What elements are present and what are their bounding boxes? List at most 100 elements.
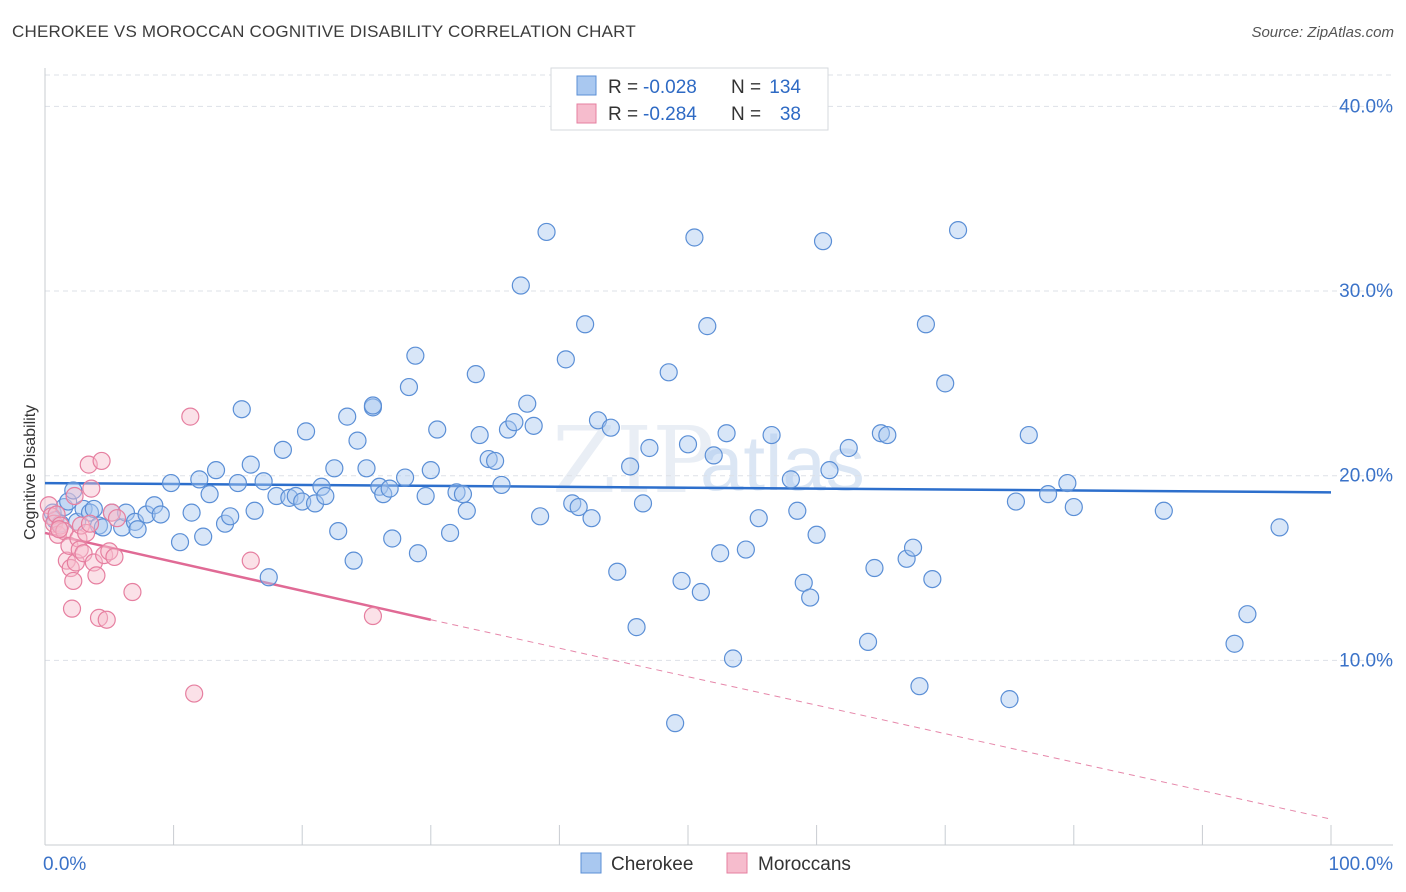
cherokee-point-107 xyxy=(801,588,820,607)
legend: R = -0.028 N = 134 R = -0.284 N = 38 xyxy=(550,67,829,131)
cherokee-point-99 xyxy=(717,424,736,443)
cherokee-point-87 xyxy=(627,618,646,637)
cherokee-point-30 xyxy=(232,400,251,419)
legend-r-label-cherokee: R = xyxy=(608,77,638,98)
moroccan-point-21 xyxy=(82,479,101,498)
cherokee-point-104 xyxy=(781,470,800,489)
cherokee-point-40 xyxy=(296,422,316,441)
cherokee-point-44 xyxy=(325,459,344,478)
x-tick-label-start: 0.0% xyxy=(43,854,86,875)
cherokee-point-65 xyxy=(457,501,476,520)
cherokee-point-25 xyxy=(200,485,219,504)
watermark: ZIP atlas xyxy=(552,407,865,514)
cherokee-point-57 xyxy=(406,346,425,365)
cherokee-point-69 xyxy=(486,451,505,471)
cherokee-point-64 xyxy=(453,485,473,504)
cherokee-point-101 xyxy=(736,540,755,559)
cherokee-point-56 xyxy=(399,377,419,397)
moroccan-point-35 xyxy=(241,551,260,570)
legend-swatch-moroccan xyxy=(576,103,597,124)
cherokee-point-55 xyxy=(395,468,415,487)
cherokee-point-28 xyxy=(221,507,240,526)
cherokee-point-118 xyxy=(910,677,929,696)
cherokee-point-86 xyxy=(621,457,640,476)
bottom-legend: Cherokee Moroccans xyxy=(580,852,851,875)
cherokee-point-97 xyxy=(704,446,723,465)
cherokee-point-53 xyxy=(380,479,399,498)
moroccan-point-36 xyxy=(363,606,383,626)
trend-line-moroccan-extension xyxy=(430,619,1332,820)
moroccan-point-23 xyxy=(87,566,106,585)
cherokee-point-24 xyxy=(194,527,213,546)
legend-r-value-moroccan: -0.284 xyxy=(643,104,697,125)
cherokee-point-120 xyxy=(923,570,942,589)
cherokee-point-116 xyxy=(897,549,916,568)
moroccan-point-31 xyxy=(107,509,127,528)
cherokee-point-96 xyxy=(698,317,717,336)
cherokee-point-108 xyxy=(807,525,826,544)
bottom-legend-swatch-moroccan xyxy=(726,852,748,874)
cherokee-point-103 xyxy=(762,425,781,445)
cherokee-point-126 xyxy=(1038,485,1058,504)
cherokee-point-133 xyxy=(363,396,383,415)
cherokee-point-47 xyxy=(344,551,363,570)
cherokee-point-72 xyxy=(505,413,524,432)
cherokee-point-109 xyxy=(813,232,833,251)
cherokee-point-98 xyxy=(711,544,730,563)
moroccan-point-12 xyxy=(65,486,84,506)
cherokee-points xyxy=(43,221,1289,733)
legend-n-value-cherokee: 134 xyxy=(769,77,801,98)
cherokee-point-92 xyxy=(672,571,691,591)
cherokee-point-29 xyxy=(228,473,247,493)
moroccan-point-29 xyxy=(102,503,121,522)
moroccan-point-28 xyxy=(100,542,119,561)
legend-swatch-cherokee xyxy=(576,75,597,96)
cherokee-point-128 xyxy=(1064,497,1083,517)
cherokee-point-67 xyxy=(470,425,489,445)
cherokee-point-90 xyxy=(659,363,678,382)
cherokee-point-58 xyxy=(408,544,428,563)
axes xyxy=(44,68,1393,846)
legend-n-value-moroccan: 38 xyxy=(780,104,801,125)
cherokee-point-82 xyxy=(582,509,601,528)
cherokee-point-93 xyxy=(678,435,698,454)
cherokee-point-71 xyxy=(498,420,518,439)
bottom-legend-swatch-cherokee xyxy=(580,852,602,874)
chart-title: CHEROKEE VS MOROCCAN COGNITIVE DISABILIT… xyxy=(12,22,636,41)
cherokee-point-89 xyxy=(640,438,659,458)
cherokee-point-110 xyxy=(820,461,839,480)
cherokee-point-130 xyxy=(1225,634,1244,653)
cherokee-point-123 xyxy=(1000,690,1019,709)
y-tick-label-30: 30.0% xyxy=(1339,281,1393,302)
cherokee-point-68 xyxy=(479,449,498,469)
cherokee-point-74 xyxy=(518,394,537,413)
y-tick-label-40: 40.0% xyxy=(1339,96,1393,117)
cherokee-point-91 xyxy=(666,714,685,733)
moroccan-points xyxy=(39,407,383,703)
cherokee-point-102 xyxy=(749,509,768,528)
cherokee-point-95 xyxy=(691,582,710,602)
cherokee-point-36 xyxy=(273,440,293,459)
cherokee-point-76 xyxy=(531,507,550,526)
cherokee-point-19 xyxy=(151,505,170,524)
bottom-legend-label-cherokee: Cherokee xyxy=(611,854,693,875)
cherokee-point-80 xyxy=(569,497,588,517)
legend-r-label-moroccan: R = xyxy=(608,104,638,125)
cherokee-point-121 xyxy=(936,374,955,393)
moroccan-point-32 xyxy=(123,582,142,602)
trend-line-cherokee xyxy=(44,481,1332,494)
cherokee-point-114 xyxy=(871,424,891,443)
cherokee-point-42 xyxy=(312,477,331,496)
cherokee-point-129 xyxy=(1154,501,1173,520)
cherokee-point-41 xyxy=(305,494,325,513)
cherokee-point-132 xyxy=(1270,518,1289,537)
cherokee-point-18 xyxy=(145,496,164,515)
cherokee-point-122 xyxy=(948,221,968,240)
moroccan-point-11 xyxy=(64,571,83,591)
cherokee-point-75 xyxy=(524,416,543,435)
cherokee-point-45 xyxy=(329,521,348,541)
cherokee-point-127 xyxy=(1058,473,1077,493)
cherokee-point-34 xyxy=(259,568,278,587)
legend-n-label-moroccan: N = xyxy=(731,104,761,125)
